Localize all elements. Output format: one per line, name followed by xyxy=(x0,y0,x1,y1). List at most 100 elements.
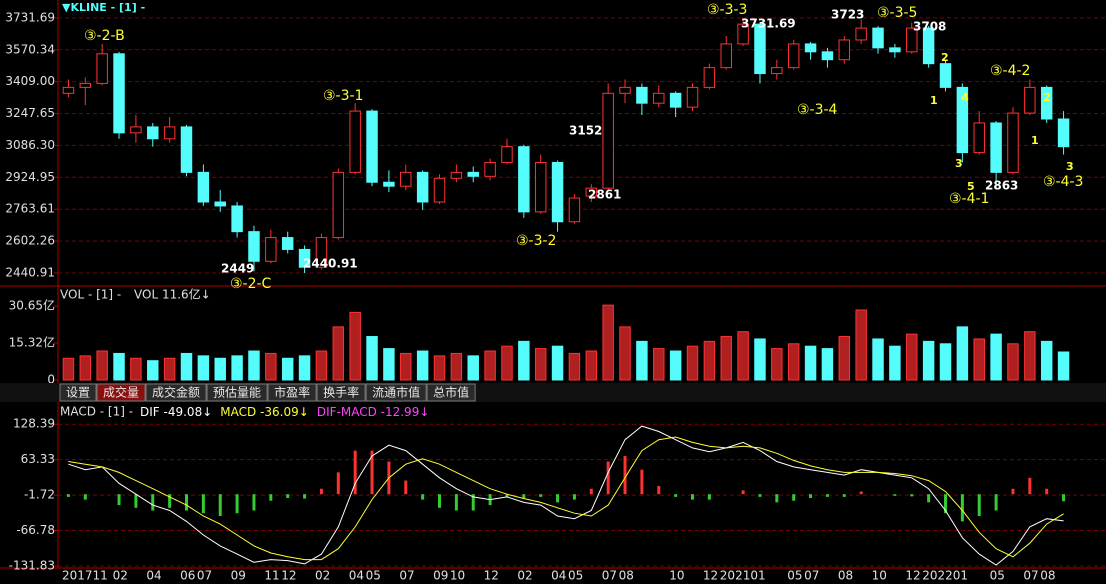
volume-bar xyxy=(467,355,479,381)
wave-count: 3 xyxy=(1066,160,1074,173)
volume-bar xyxy=(1040,340,1053,381)
price-label: 2449 xyxy=(221,262,254,276)
candle-body xyxy=(922,27,935,65)
wave-label: ③-2-C xyxy=(230,276,272,292)
x-tick-label: 12 xyxy=(905,569,920,583)
volume-bar xyxy=(804,345,817,381)
candle-body xyxy=(298,248,311,268)
x-tick-label: 05 xyxy=(787,569,802,583)
tab[interactable]: 总市值 xyxy=(426,383,476,402)
candle-body xyxy=(62,86,75,94)
x-tick-label: 04 xyxy=(551,569,566,583)
x-tick-label: 07 xyxy=(602,569,617,583)
x-tick-label: 202101 xyxy=(720,569,766,583)
tab[interactable]: 换手率 xyxy=(316,383,366,402)
volume-bar xyxy=(518,340,530,381)
volume-bar xyxy=(534,348,547,381)
tab-bg xyxy=(145,383,207,402)
candle-body xyxy=(838,39,851,61)
x-tick-label: 09 xyxy=(433,569,448,583)
wave-count: 5 xyxy=(967,180,975,193)
tab-bg xyxy=(426,383,476,402)
wave-label: ③-4-1 xyxy=(949,191,989,207)
price-label: 2863 xyxy=(985,179,1018,193)
volume-bar xyxy=(838,336,851,381)
volume-bar xyxy=(180,352,193,381)
volume-bar xyxy=(113,352,125,381)
volume-bar xyxy=(906,333,918,381)
y-tick-label: 0 xyxy=(47,373,55,387)
candle-body xyxy=(619,86,631,94)
candle-body xyxy=(720,43,732,69)
candle-body xyxy=(383,181,395,187)
x-tick-label: 08 xyxy=(619,569,634,583)
tab-label: 预估量能 xyxy=(213,386,261,400)
volume-bar xyxy=(332,326,345,381)
wave-count: 1 xyxy=(1031,134,1039,147)
candle-body xyxy=(653,92,665,104)
y-tick-label: 30.65亿 xyxy=(9,297,55,312)
volume-bar xyxy=(1007,343,1019,381)
tab-label: 市盈率 xyxy=(274,385,310,400)
candle-body xyxy=(147,126,159,140)
tab[interactable]: 成交量 xyxy=(96,383,146,402)
volume-bar xyxy=(130,357,142,381)
x-tick-label: 05 xyxy=(990,569,1005,583)
x-tick-label: 07 xyxy=(399,569,414,583)
y-tick-label: -66.78 xyxy=(16,523,55,537)
x-tick-label: 08 xyxy=(1040,569,1055,583)
volume-bar xyxy=(484,350,496,381)
tab[interactable]: 市盈率 xyxy=(267,383,317,402)
candle-body xyxy=(96,53,108,84)
tab[interactable]: 预估量能 xyxy=(206,383,268,402)
y-tick-label: 128.39 xyxy=(13,417,55,431)
vol-indicator: VOL 11.6亿↓ xyxy=(134,287,211,302)
indicator-value: -12.99↓ xyxy=(381,405,430,419)
volume-bar xyxy=(1057,351,1070,381)
x-tick-label: 08 xyxy=(838,569,853,583)
candle-body xyxy=(248,231,260,262)
y-tick-label: 15.32亿 xyxy=(9,335,55,350)
x-tick-label: 11 xyxy=(264,569,279,583)
tab-bg xyxy=(96,383,146,402)
volume-bar xyxy=(248,350,260,381)
y-tick-label: 3570.34 xyxy=(5,42,55,56)
candle-body xyxy=(534,161,547,213)
volume-bar xyxy=(771,348,783,381)
wave-label: ③-2-B xyxy=(84,28,125,44)
candle-body xyxy=(906,27,918,53)
candle-body xyxy=(1057,118,1070,148)
candle-body xyxy=(400,171,412,187)
candle-body xyxy=(602,92,614,189)
volume-bar xyxy=(551,345,564,381)
tab[interactable]: 流通市值 xyxy=(365,383,427,402)
volume-bar xyxy=(349,311,361,381)
x-tick-label: 06 xyxy=(180,569,195,583)
indicator-value: -49.08↓ xyxy=(164,405,213,419)
volume-bar xyxy=(990,333,1002,381)
x-tick-label: 09 xyxy=(231,569,246,583)
tab-label: 换手率 xyxy=(323,385,359,400)
candle-body xyxy=(568,197,581,223)
candle-body xyxy=(484,161,496,177)
y-tick-label: 3731.69 xyxy=(5,10,55,24)
indicator-name: MACD xyxy=(220,405,256,419)
wave-count: 2 xyxy=(1043,91,1051,104)
volume-bar xyxy=(787,343,800,381)
x-tick-label: 10 xyxy=(669,569,684,583)
indicator-label: DIF-MACD -12.99↓ xyxy=(317,405,430,419)
volume-bar xyxy=(281,357,294,381)
candle-body xyxy=(315,237,328,268)
volume-bar xyxy=(636,340,648,381)
tab[interactable]: 设置 xyxy=(59,383,97,402)
tab[interactable]: 成交金额 xyxy=(145,383,207,402)
tab-label: 成交金额 xyxy=(152,385,200,400)
candle-body xyxy=(1040,86,1053,120)
volume-bar xyxy=(973,338,985,381)
candle-body xyxy=(450,171,463,179)
y-tick-label: -1.72 xyxy=(24,488,55,502)
volume-bar xyxy=(416,350,429,381)
kline-title: ▼KLINE - [1] - xyxy=(62,1,145,14)
candle-body xyxy=(1007,112,1019,173)
